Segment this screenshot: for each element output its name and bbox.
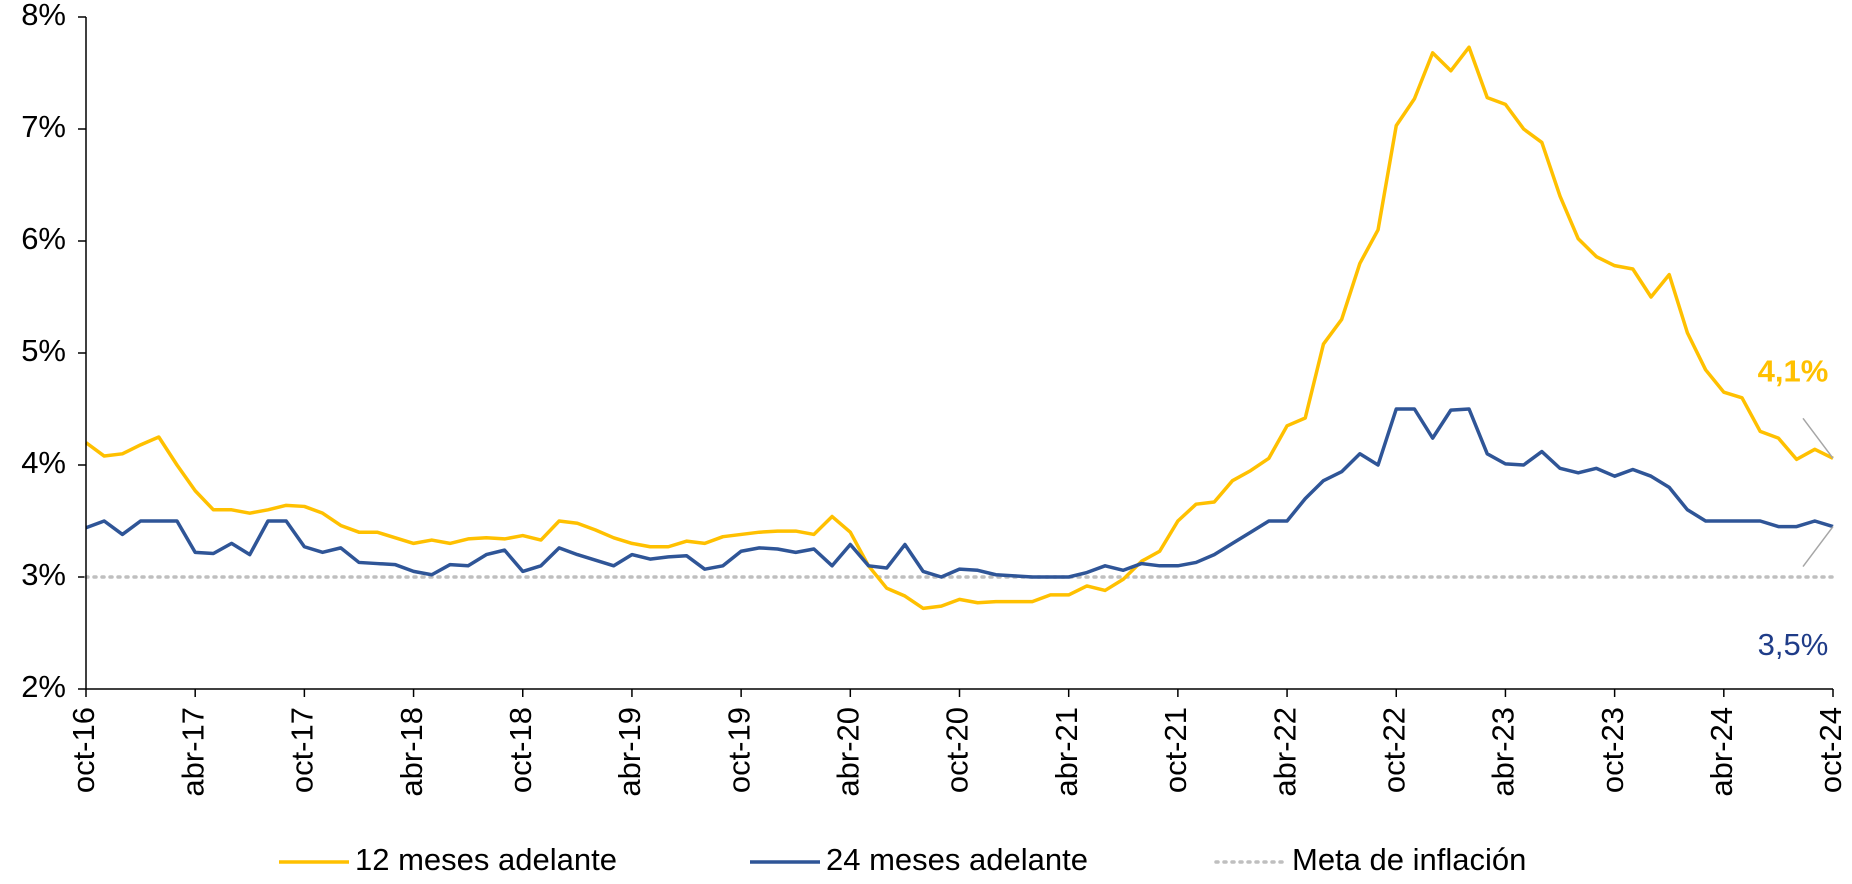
x-tick-label: abr-21 xyxy=(1049,707,1084,797)
y-tick-label: 4% xyxy=(21,445,66,480)
x-tick-label: oct-22 xyxy=(1376,707,1411,793)
series-line xyxy=(85,407,1834,579)
leader-line xyxy=(1802,526,1834,568)
y-tick-label: 8% xyxy=(21,0,66,32)
x-tick-label: oct-18 xyxy=(503,707,538,793)
y-tick-label: 7% xyxy=(21,109,66,144)
x-tick-label: oct-21 xyxy=(1158,707,1193,793)
x-tick-label: abr-18 xyxy=(394,707,429,797)
x-tick-label: abr-24 xyxy=(1704,707,1739,797)
x-tick-label: abr-20 xyxy=(831,707,866,797)
x-tick-label: oct-17 xyxy=(285,707,320,793)
y-tick-label: 2% xyxy=(21,669,66,704)
y-tick-label: 5% xyxy=(21,333,66,368)
x-tick-label: oct-20 xyxy=(940,707,975,793)
legend-label: Meta de inflación xyxy=(1292,842,1526,877)
legend-label: 12 meses adelante xyxy=(355,842,617,877)
x-tick-label: oct-23 xyxy=(1595,707,1630,793)
x-tick-label: oct-24 xyxy=(1813,707,1848,793)
y-tick-label: 3% xyxy=(21,557,66,592)
series-line xyxy=(84,45,1834,611)
x-tick-label: abr-22 xyxy=(1267,707,1302,797)
value-label: 4,1% xyxy=(1758,353,1829,388)
x-tick-label: abr-19 xyxy=(612,707,647,797)
x-tick-label: abr-23 xyxy=(1486,707,1521,797)
x-tick-label: oct-16 xyxy=(66,707,101,793)
y-tick-label: 6% xyxy=(21,221,66,256)
x-tick-label: abr-17 xyxy=(175,707,210,797)
legend-label: 24 meses adelante xyxy=(826,842,1088,877)
x-tick-label: oct-19 xyxy=(721,707,756,793)
leader-line xyxy=(1802,417,1834,459)
value-label: 3,5% xyxy=(1758,627,1829,662)
